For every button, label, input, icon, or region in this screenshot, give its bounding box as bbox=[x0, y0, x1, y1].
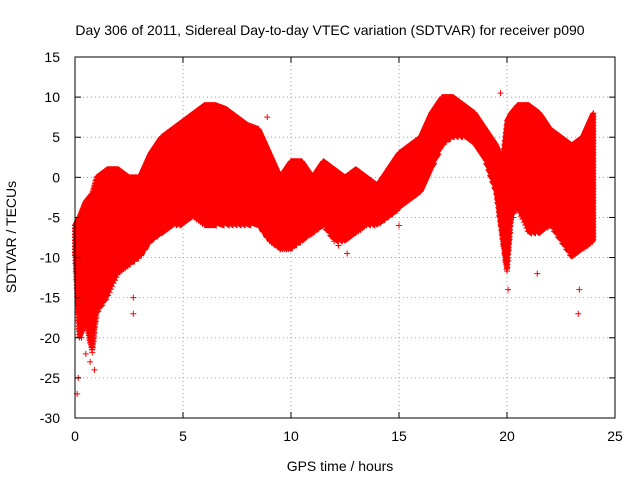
x-tick-label: 0 bbox=[71, 428, 79, 444]
data-point bbox=[588, 118, 595, 125]
data-point bbox=[264, 114, 271, 121]
data-point bbox=[130, 294, 137, 301]
data-point bbox=[505, 286, 512, 293]
data-point bbox=[82, 350, 89, 357]
data-point bbox=[497, 90, 504, 97]
data-markers bbox=[72, 94, 597, 356]
y-tick-label: -10 bbox=[40, 250, 60, 266]
y-tick-label: -5 bbox=[48, 209, 61, 225]
y-tick-label: 15 bbox=[44, 49, 60, 65]
y-tick-label: 0 bbox=[52, 169, 60, 185]
y-tick-label: -25 bbox=[40, 370, 60, 386]
axis-ticks: 0 5 10 15 20 25 -30 -25 -20 -15 -10 -5 0 5 10 15 bbox=[40, 49, 623, 444]
y-tick-label: 10 bbox=[44, 89, 60, 105]
data-point bbox=[344, 250, 351, 257]
data-points bbox=[72, 90, 597, 397]
x-tick-label: 10 bbox=[283, 428, 299, 444]
x-tick-label: 20 bbox=[499, 428, 515, 444]
chart-title: Day 306 of 2011, Sidereal Day-to-day VTE… bbox=[75, 22, 584, 38]
data-point bbox=[87, 358, 94, 365]
data-point bbox=[130, 310, 137, 317]
data-point bbox=[335, 242, 342, 249]
x-tick-label: 25 bbox=[607, 428, 623, 444]
y-tick-label: -15 bbox=[40, 290, 60, 306]
data-point bbox=[396, 222, 402, 229]
x-tick-label: 15 bbox=[391, 428, 407, 444]
data-point bbox=[534, 270, 541, 277]
y-axis-label: SDTVAR / TECUs bbox=[3, 181, 19, 293]
data-point bbox=[576, 286, 583, 293]
y-tick-label: 5 bbox=[52, 129, 60, 145]
data-point bbox=[510, 214, 517, 221]
data-point bbox=[575, 310, 582, 317]
x-tick-label: 5 bbox=[179, 428, 187, 444]
x-axis-label: GPS time / hours bbox=[287, 458, 394, 474]
data-point bbox=[91, 366, 98, 373]
plot-frame bbox=[74, 56, 616, 419]
y-tick-label: -20 bbox=[40, 330, 60, 346]
y-tick-label: -30 bbox=[40, 410, 60, 426]
